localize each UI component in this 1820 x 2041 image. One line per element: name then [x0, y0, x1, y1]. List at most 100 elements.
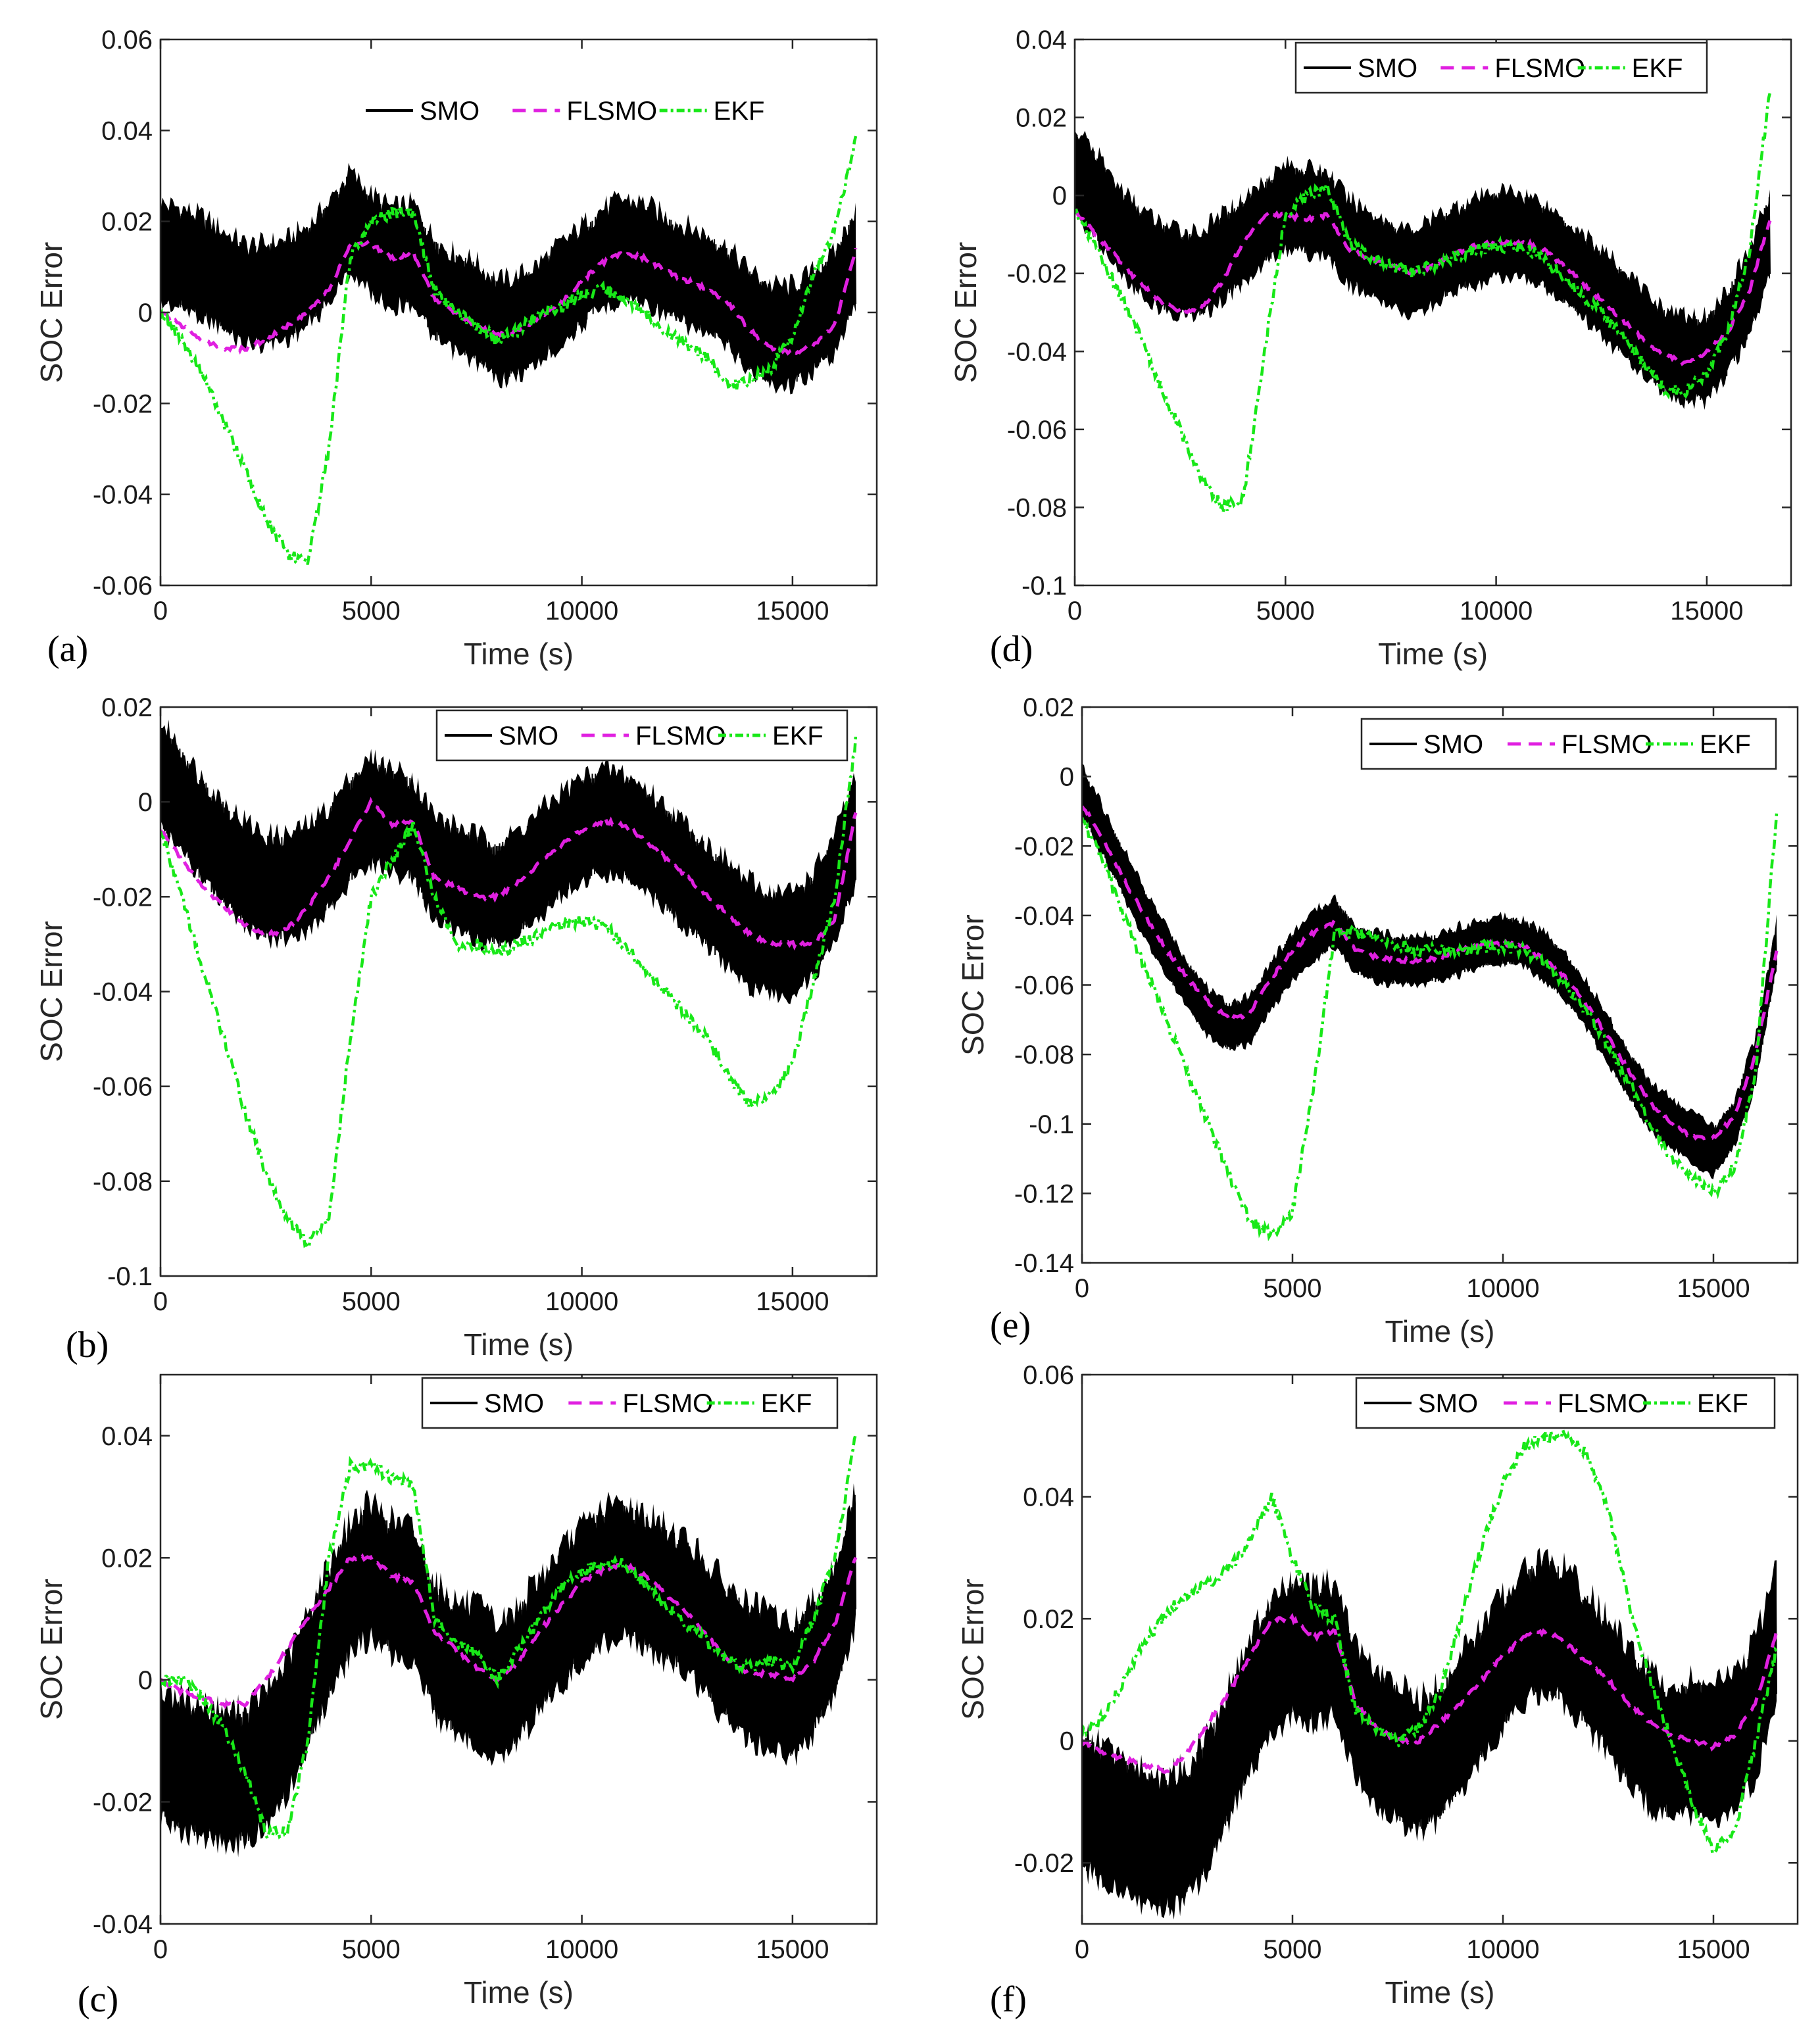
legend-label-smo: SMO	[1423, 730, 1483, 759]
y-axis-label: SOC Error	[34, 242, 68, 383]
x-tick-label: 15000	[756, 1287, 829, 1316]
axes-frame	[1073, 38, 1792, 587]
y-tick-label: 0	[138, 299, 153, 328]
y-tick-label: -0.02	[1014, 1849, 1074, 1878]
y-tick-label: -0.1	[107, 1262, 153, 1291]
x-axis-label: Time (s)	[1385, 1314, 1495, 1348]
flsmo-line	[1082, 1613, 1779, 1774]
legend-label-flsmo: FLSMO	[622, 1389, 713, 1418]
y-tick-label: -0.04	[93, 1910, 153, 1939]
panel-d: 0 5000 10000 15000 -0.1 -0.08 -0.06 -0.04 -0.02 0…	[948, 26, 1792, 671]
y-axis-label: SOC Error	[34, 921, 68, 1062]
plot-series	[1082, 763, 1779, 1242]
legend-label-ekf: EKF	[761, 1389, 812, 1418]
x-tick-label: 5000	[1264, 1274, 1322, 1303]
y-axis-label: SOC Error	[948, 242, 983, 383]
y-tick-label: -0.02	[93, 883, 153, 912]
y-tick-label: 0.02	[101, 208, 153, 237]
x-axis-label: Time (s)	[464, 637, 574, 671]
plot-series	[1082, 1425, 1779, 1920]
panel-label: (a)	[47, 629, 88, 670]
y-tick-label: -0.02	[1007, 260, 1067, 289]
y-tick-label: 0.04	[1023, 1483, 1074, 1512]
legend-label-smo: SMO	[499, 722, 558, 750]
x-axis-label: Time (s)	[464, 1327, 574, 1362]
y-tick-label: 0.02	[1023, 693, 1074, 722]
y-tick-label: 0.04	[101, 1422, 153, 1451]
smo-line	[1075, 132, 1771, 401]
y-tick-label: 0	[138, 788, 153, 817]
legend-label-smo: SMO	[1418, 1389, 1478, 1418]
legend-label-smo: SMO	[1358, 54, 1417, 83]
x-tick-label: 5000	[342, 1287, 401, 1316]
y-tick-label: -0.04	[93, 978, 153, 1007]
x-tick-label: 10000	[545, 1935, 618, 1964]
y-tick-label: 0	[1060, 763, 1074, 792]
ekf-line	[1075, 92, 1772, 515]
x-tick-label: 10000	[1466, 1274, 1539, 1303]
y-tick-label: -0.14	[1014, 1249, 1074, 1278]
ekf-line	[160, 1434, 858, 1842]
y-tick-label: 0	[138, 1666, 153, 1695]
y-tick-label: 0.06	[1023, 1361, 1074, 1390]
flsmo-line	[1075, 208, 1772, 366]
panel-label: (c)	[78, 1979, 118, 2020]
legend-box	[1294, 41, 1708, 94]
legend-label-ekf: EKF	[1697, 1389, 1748, 1418]
panel-label: (d)	[990, 629, 1033, 670]
x-tick-label: 15000	[756, 597, 829, 626]
x-tick-label: 15000	[1677, 1274, 1750, 1303]
ekf-line	[160, 135, 858, 566]
y-tick-label: 0	[1060, 1727, 1074, 1756]
y-tick-label: -0.06	[93, 1073, 153, 1102]
x-tick-label: 10000	[545, 1287, 618, 1316]
panel-f: 0 5000 10000 15000 -0.02 0 0.02 0.04 0.06 Time (s…	[956, 1361, 1799, 2020]
y-tick-label: 0.06	[101, 26, 153, 55]
x-axis-label: Time (s)	[1385, 1975, 1495, 2009]
legend-label-smo: SMO	[484, 1389, 544, 1418]
x-axis-label: Time (s)	[464, 1975, 574, 2009]
smo-line	[1082, 770, 1777, 1173]
y-tick-label: 0.02	[1016, 104, 1067, 133]
x-tick-label: 10000	[545, 597, 618, 626]
y-tick-label: -0.02	[93, 389, 153, 418]
y-tick-label: 0.02	[101, 693, 153, 722]
panel-label: (f)	[990, 1979, 1027, 2020]
panel-a: 0 5000 10000 15000 -0.06 -0.04 -0.02 0 0.02 0.04 0…	[34, 26, 878, 671]
y-tick-label: 0.04	[101, 116, 153, 145]
x-tick-label: 0	[1075, 1935, 1089, 1964]
panel-b: 0 5000 10000 15000 -0.1 -0.08 -0.06 -0.04 -0.02 0…	[34, 693, 878, 1365]
legend-label-flsmo: FLSMO	[566, 97, 657, 126]
y-tick-label: -0.04	[93, 481, 153, 510]
panel-label: (b)	[66, 1325, 109, 1365]
legend-box	[435, 709, 849, 762]
panel-c: 0 5000 10000 15000 -0.04 -0.02 0 0.02 0.04 Time (…	[34, 1373, 878, 2020]
y-tick-label: -0.04	[1014, 902, 1074, 931]
y-tick-label: -0.08	[1007, 493, 1067, 522]
y-tick-label: -0.02	[93, 1788, 153, 1817]
y-tick-label: -0.1	[1021, 572, 1067, 601]
legend-box	[1360, 718, 1777, 770]
panel-label: (e)	[990, 1305, 1031, 1346]
x-tick-label: 10000	[1466, 1935, 1539, 1964]
y-tick-label: -0.12	[1014, 1179, 1074, 1208]
legend-label-flsmo: FLSMO	[1558, 1389, 1648, 1418]
smo-line	[1082, 1560, 1777, 1910]
legend-label-flsmo: FLSMO	[1562, 730, 1652, 759]
plot-series	[1075, 92, 1772, 515]
x-tick-label: 15000	[756, 1935, 829, 1964]
legend-label-ekf: EKF	[1700, 730, 1751, 759]
y-tick-label: -0.02	[1014, 832, 1074, 861]
legend-box	[1355, 1377, 1776, 1429]
x-tick-label: 0	[153, 1287, 168, 1316]
legend-label-ekf: EKF	[1632, 54, 1683, 83]
smo-line	[160, 1494, 856, 1842]
flsmo-line	[1082, 805, 1779, 1141]
y-tick-label: -0.06	[1007, 416, 1067, 445]
y-tick-label: 0.04	[1016, 26, 1067, 55]
x-axis-label: Time (s)	[1378, 637, 1488, 671]
legend-label-flsmo: FLSMO	[635, 722, 726, 750]
ekf-line	[1082, 813, 1779, 1242]
x-tick-label: 5000	[1256, 597, 1315, 626]
